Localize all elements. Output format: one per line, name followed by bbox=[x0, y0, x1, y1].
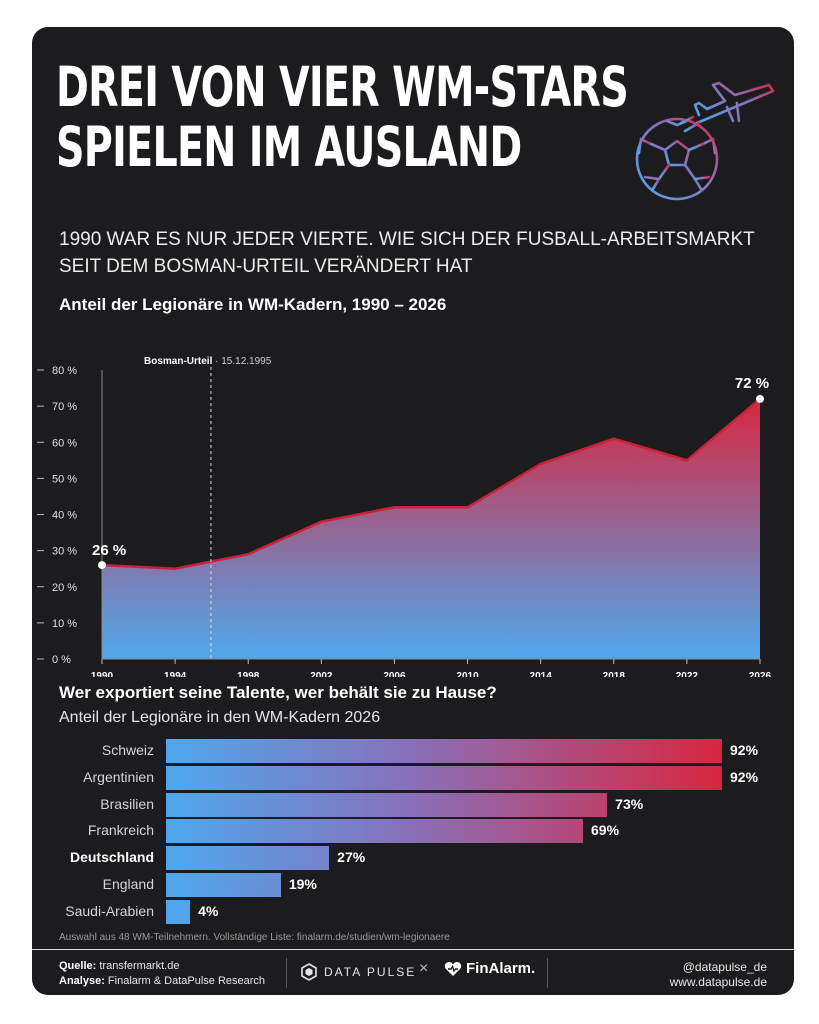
finalarm-logo: FinAlarm. bbox=[444, 960, 535, 977]
bar-value-label: 73% bbox=[615, 795, 644, 812]
y-tick-label-10: 10 % bbox=[52, 618, 77, 630]
x-tick-label-1998: 1998 bbox=[237, 671, 260, 677]
bar-value-label: 27% bbox=[337, 849, 366, 866]
area-fill bbox=[102, 398, 760, 659]
bar-row: Argentinien 92% bbox=[32, 765, 794, 790]
source-value: transfermarkt.de bbox=[99, 960, 180, 972]
y-tick-label-50: 50 % bbox=[52, 473, 77, 485]
x-tick-label-1994: 1994 bbox=[164, 671, 187, 677]
brand-finalarm: FinAlarm. bbox=[466, 960, 536, 977]
infographic-card: DREI VON VIER WM-STARS SPIELEN IM AUSLAN… bbox=[32, 27, 794, 995]
bar-chart: Schweiz 92% Argentinien 92% Brasilien 73% Fran… bbox=[32, 739, 794, 929]
bosman-annotation: Bosman-Urteil · 15.12.1995 bbox=[144, 356, 272, 367]
x-tick-label-2022: 2022 bbox=[676, 671, 699, 677]
title-line-2: SPIELEN IM AUSLAND bbox=[56, 115, 522, 179]
analysis-value: Finalarm & DataPulse Research bbox=[107, 975, 266, 987]
source-label: Quelle: bbox=[59, 960, 97, 972]
x-tick-label-2002: 2002 bbox=[310, 671, 333, 677]
y-tick-label-0: 0 % bbox=[52, 654, 71, 666]
bar-category-label: Schweiz bbox=[101, 742, 154, 758]
bar-value-label: 92% bbox=[730, 768, 759, 785]
series-line bbox=[101, 397, 761, 570]
bar-value-label: 4% bbox=[198, 902, 219, 919]
x-tick-label-2026: 2026 bbox=[749, 671, 772, 677]
bar-category-label: Deutschland bbox=[69, 849, 154, 866]
area-chart: 0 % 10 % 20 % 30 % 40 % 50 % 60 % 70 % 80 % 1990 1… bbox=[37, 356, 772, 677]
start-value-label: 26 % bbox=[92, 542, 126, 559]
website-link[interactable]: www.datapulse.de bbox=[669, 975, 767, 989]
bar-chart-title: Wer exportiert seine Talente, wer behält… bbox=[59, 683, 497, 702]
y-tick-label-60: 60 % bbox=[52, 437, 77, 449]
bar-category-label: Brasilien bbox=[100, 795, 154, 812]
finalarm-heart-icon bbox=[444, 961, 462, 976]
bar-value-label: 69% bbox=[591, 822, 620, 839]
footer-separator-left bbox=[286, 958, 287, 988]
title-line-1: DREI VON VIER WM-STARS bbox=[56, 55, 629, 119]
bar-row: Brasilien 73% bbox=[32, 792, 794, 817]
x-tick-label-2014: 2014 bbox=[530, 671, 553, 677]
brand-datapulse: DATA PULSE bbox=[324, 965, 417, 979]
end-value-label: 72 % bbox=[735, 375, 769, 392]
bosman-annotation-label: Bosman-Urteil bbox=[144, 356, 215, 367]
datapulse-logo: DATA PULSE bbox=[300, 962, 416, 982]
bar-row: Frankreich 69% bbox=[32, 819, 794, 844]
subtitle-line-1: 1990 WAR ES NUR JEDER VIERTE. WIE SICH D… bbox=[59, 229, 755, 250]
bar-category-label: Saudi-Arabien bbox=[65, 902, 154, 919]
footer-divider bbox=[32, 949, 794, 950]
source-line: Quelle: transfermarkt.de bbox=[59, 960, 179, 972]
football-with-airplane-icon bbox=[635, 81, 775, 201]
bar-row: Deutschland 27% bbox=[32, 846, 794, 871]
analysis-label: Analyse: bbox=[59, 975, 105, 987]
bar-category-label: Frankreich bbox=[87, 822, 154, 839]
bar-category-label: Argentinien bbox=[83, 768, 154, 785]
end-point-dot bbox=[756, 394, 764, 403]
bar-chart-note: Auswahl aus 48 WM-Teilnehmern. Vollständ… bbox=[59, 932, 450, 943]
analysis-line: Analyse: Finalarm & DataPulse Research bbox=[59, 975, 265, 987]
y-tick-label-20: 20 % bbox=[52, 582, 77, 594]
bar bbox=[166, 899, 191, 924]
brand-separator: × bbox=[419, 960, 429, 977]
bar bbox=[166, 792, 608, 817]
x-tick-label-2010: 2010 bbox=[456, 671, 479, 677]
footer-separator-right bbox=[547, 958, 548, 988]
bar-row: Schweiz 92% bbox=[32, 739, 794, 763]
bar-row: Saudi-Arabien 4% bbox=[32, 899, 794, 924]
y-tick-label-40: 40 % bbox=[52, 510, 77, 522]
x-tick-label-1990: 1990 bbox=[91, 671, 114, 677]
y-tick-label-70: 70 % bbox=[52, 401, 77, 413]
bar bbox=[166, 765, 722, 790]
footer: Quelle: transfermarkt.de Analyse: Finala… bbox=[32, 950, 794, 995]
area-chart-title: Anteil der Legionäre in WM-Kadern, 1990 … bbox=[59, 295, 447, 314]
bar-value-label: 19% bbox=[288, 876, 317, 892]
bar-row: England 19% bbox=[32, 873, 794, 897]
bosman-annotation-date: · 15.12.1995 bbox=[215, 356, 272, 367]
subtitle-line-2: SEIT DEM BOSMAN-URTEIL VERÄNDERT HAT bbox=[59, 256, 473, 277]
y-tick-label-80: 80 % bbox=[52, 365, 77, 377]
subtitle: 1990 WAR ES NUR JEDER VIERTE. WIE SICH D… bbox=[59, 226, 779, 280]
bar bbox=[166, 873, 281, 897]
x-tick-label-2018: 2018 bbox=[603, 671, 626, 677]
x-tick-label-2006: 2006 bbox=[383, 671, 406, 677]
bar bbox=[166, 819, 583, 844]
main-title: DREI VON VIER WM-STARS SPIELEN IM AUSLAN… bbox=[56, 55, 629, 179]
social-handle[interactable]: @datapulse_de bbox=[682, 960, 767, 974]
start-point-dot bbox=[98, 561, 106, 570]
y-tick-label-30: 30 % bbox=[52, 546, 77, 558]
bar bbox=[166, 739, 722, 763]
bar bbox=[166, 846, 330, 871]
datapulse-hexagon-icon bbox=[301, 963, 317, 981]
bar-category-label: England bbox=[102, 876, 154, 892]
bar-value-label: 92% bbox=[730, 742, 759, 758]
bar-chart-subtitle: Anteil der Legionäre in den WM-Kadern 20… bbox=[59, 709, 381, 726]
